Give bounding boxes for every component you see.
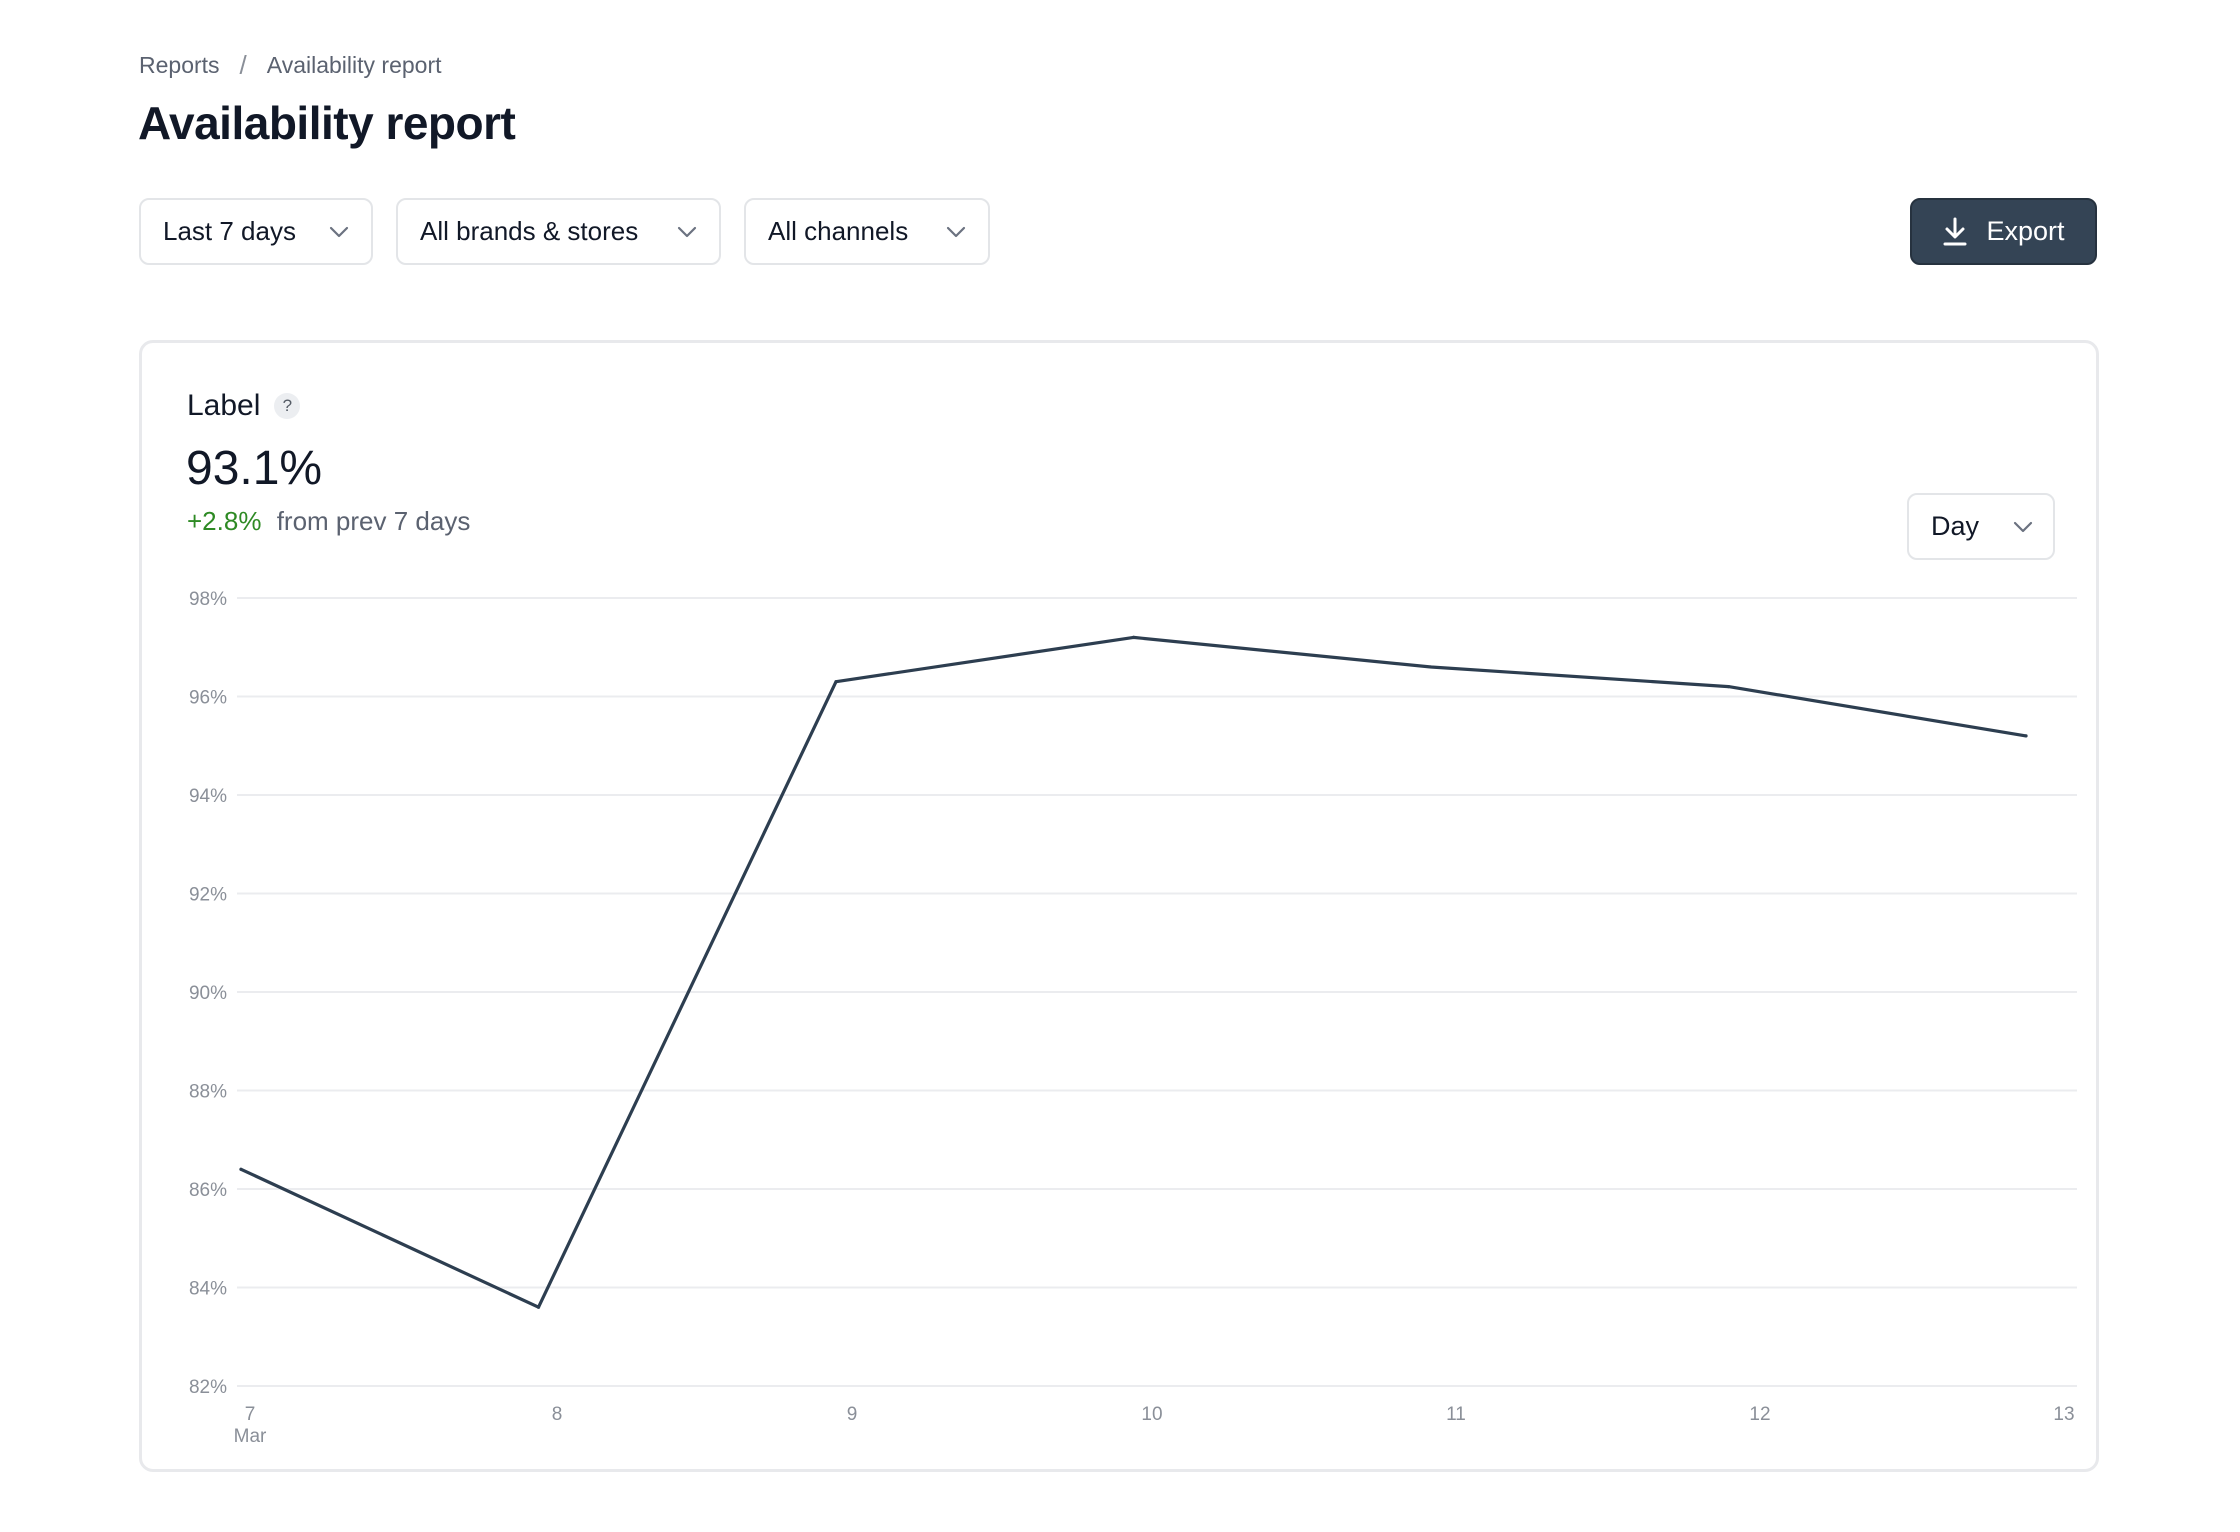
metric-delta: +2.8% [187, 506, 262, 536]
y-tick-label: 92% [189, 885, 227, 906]
y-tick-label: 82% [189, 1377, 227, 1398]
chevron-down-icon [2011, 515, 2035, 539]
x-tick-sublabel: Mar [234, 1426, 267, 1447]
breadcrumb: Reports / Availability report [139, 50, 442, 81]
y-tick-label: 88% [189, 1082, 227, 1103]
page-title: Availability report [138, 97, 516, 149]
series-line [239, 635, 2028, 1309]
breadcrumb-separator: / [239, 50, 247, 80]
data-point [834, 680, 838, 684]
metric-change: +2.8% from prev 7 days [187, 506, 470, 537]
availability-line-chart: 98% 96% 94% 92% 90% 88% 86% 84% 82% 7 8 9 10 11 12 13 Ma… [189, 589, 2077, 1447]
export-label: Export [1986, 216, 2065, 246]
help-icon[interactable]: ? [274, 393, 301, 419]
metric-label: Label ? [187, 389, 301, 423]
x-tick-label: 7 [245, 1404, 256, 1425]
date-range-select[interactable]: Last 7 days [139, 198, 373, 265]
brands-stores-select[interactable]: All brands & stores [396, 198, 721, 265]
y-tick-label: 96% [189, 688, 227, 709]
export-button[interactable]: Export [1910, 198, 2097, 265]
availability-chart-card: 98% 96% 94% 92% 90% 88% 86% 84% 82% 7 8 9 10 11 12 13 Ma… [139, 340, 2099, 1472]
metric-value: 93.1% [186, 442, 323, 495]
download-icon [1942, 217, 1968, 247]
data-point [1429, 665, 1433, 669]
channels-select[interactable]: All channels [744, 198, 990, 265]
x-tick-label: 9 [847, 1404, 858, 1425]
breadcrumb-item-current: Availability report [266, 52, 442, 78]
metric-label-text: Label [187, 389, 261, 422]
y-tick-label: 86% [189, 1180, 227, 1201]
x-tick-label: 10 [1141, 1404, 1162, 1425]
x-tick-label: 8 [552, 1404, 563, 1425]
y-tick-label: 98% [189, 589, 227, 610]
data-point [1131, 635, 1136, 639]
data-point [536, 1305, 541, 1309]
y-tick-label: 94% [189, 786, 227, 807]
data-point [239, 1167, 243, 1171]
chevron-down-icon [675, 220, 699, 244]
data-point [1726, 685, 1731, 689]
channels-value: All channels [768, 216, 909, 246]
x-tick-label: 11 [1446, 1404, 1466, 1425]
x-tick-label: 12 [1749, 1404, 1770, 1425]
period-select[interactable]: Day [1907, 493, 2055, 560]
brands-stores-value: All brands & stores [420, 216, 639, 246]
y-tick-label: 90% [189, 983, 227, 1004]
chevron-down-icon [327, 220, 351, 244]
breadcrumb-item-reports[interactable]: Reports [139, 52, 220, 78]
chevron-down-icon [944, 220, 968, 244]
metric-delta-suffix: from prev 7 days [276, 506, 471, 536]
y-tick-label: 84% [189, 1279, 227, 1300]
period-value: Day [1931, 511, 1980, 541]
date-range-value: Last 7 days [163, 216, 296, 246]
x-tick-label: 13 [2053, 1404, 2074, 1425]
data-point [2024, 734, 2028, 738]
